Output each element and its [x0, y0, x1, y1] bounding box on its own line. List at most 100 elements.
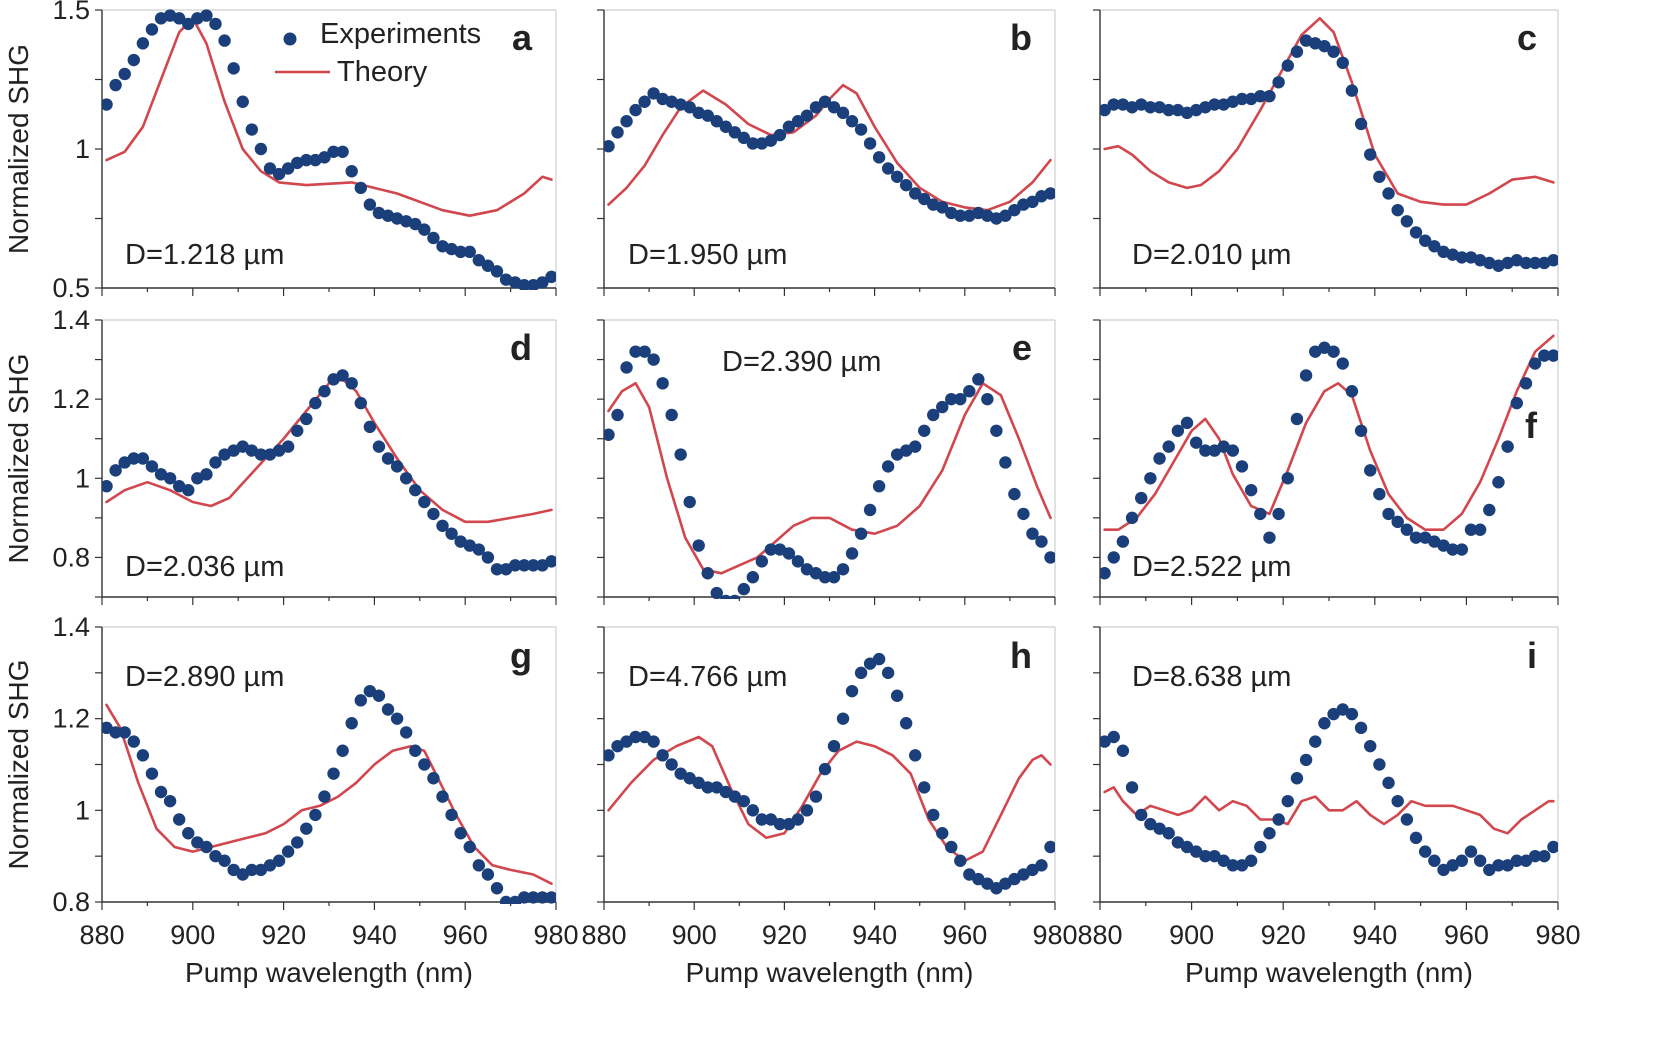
- experiment-point: [409, 483, 422, 497]
- x-tick-label: 920: [762, 920, 807, 950]
- experiment-point: [1409, 531, 1423, 544]
- experiment-point: [127, 53, 140, 67]
- experiment-point: [145, 460, 159, 473]
- experiment-point: [1208, 849, 1221, 863]
- experiment-point: [1492, 859, 1505, 872]
- experiment-point: [1162, 103, 1175, 117]
- experiment-point: [136, 37, 150, 50]
- experiment-point: [854, 123, 868, 136]
- experiment-point: [1409, 226, 1423, 239]
- x-tick-label: 940: [352, 920, 397, 950]
- experiment-point: [674, 448, 687, 461]
- panel-f: f D=2.522 µm: [1093, 319, 1559, 605]
- experiment-point: [629, 103, 642, 117]
- x-tick-label: 900: [170, 920, 215, 950]
- experiment-point: [281, 162, 295, 175]
- experiment-point: [399, 726, 413, 739]
- experiment-point: [1327, 707, 1340, 721]
- experiment-point: [1144, 101, 1157, 114]
- experiment-point: [136, 452, 150, 465]
- experiment-point: [990, 424, 1003, 437]
- experiment-point: [354, 396, 367, 410]
- experiment-point: [1017, 507, 1030, 521]
- x-tick-label: 920: [1261, 920, 1306, 950]
- experiment-point: [728, 594, 741, 599]
- experiment-point: [665, 408, 678, 422]
- experiment-point: [527, 559, 540, 572]
- experiment-point: [827, 739, 841, 753]
- experiment-point: [490, 882, 504, 895]
- experiment-point: [454, 245, 467, 259]
- y-tick-label: 1: [75, 463, 90, 493]
- experiment-point: [746, 571, 760, 584]
- experiment-point: [345, 377, 358, 390]
- y-axis-title: Normalized SHG: [3, 659, 34, 869]
- experiment-point: [1519, 854, 1533, 867]
- experiment-point: [200, 468, 213, 481]
- experiment-point: [227, 62, 240, 75]
- experiment-point: [656, 749, 669, 762]
- annotation-d: D=2.036 µm: [125, 551, 284, 583]
- experiment-point: [1171, 836, 1185, 849]
- experiment-point: [1044, 187, 1055, 200]
- experiment-point: [1547, 254, 1558, 267]
- experiment-point: [1189, 436, 1203, 449]
- experiment-point: [127, 735, 140, 748]
- experiment-point: [1510, 396, 1523, 410]
- experiment-point: [209, 17, 222, 31]
- panel-label: b: [1010, 17, 1032, 58]
- experiment-point: [1391, 794, 1404, 808]
- experiment-point: [1483, 503, 1496, 517]
- experiment-point: [791, 555, 805, 568]
- experiment-point: [936, 201, 949, 214]
- legend: Experiments Theory: [275, 18, 481, 88]
- experiment-point: [102, 480, 113, 493]
- panel-label: a: [512, 17, 533, 58]
- experiment-point: [1026, 195, 1039, 209]
- experiment-point: [737, 794, 751, 808]
- experiment-point: [1044, 551, 1055, 564]
- experiment-point: [701, 109, 714, 122]
- panel-label: g: [510, 635, 532, 676]
- experiment-point: [1290, 45, 1304, 58]
- y-tick-label: 1.2: [52, 384, 90, 414]
- experiment-point: [463, 245, 476, 259]
- experiment-point: [1538, 849, 1551, 863]
- experiment-point: [163, 472, 177, 485]
- experiment-point: [318, 385, 331, 398]
- experiment-point: [746, 137, 760, 150]
- experiment-point: [1107, 98, 1120, 111]
- experiment-point: [281, 845, 295, 858]
- experiment-point: [1035, 535, 1048, 548]
- experiment-point: [1382, 507, 1395, 521]
- experiment-point: [418, 758, 431, 771]
- experiment-point: [1199, 849, 1212, 863]
- experiment-point: [336, 744, 349, 757]
- experiment-point: [1299, 369, 1313, 382]
- experiment-point: [1226, 444, 1240, 457]
- experiment-point: [1290, 412, 1304, 426]
- experiment-point: [936, 827, 949, 840]
- x-tick-label: 880: [79, 920, 124, 950]
- experiment-point: [881, 460, 895, 473]
- plot-area: [1100, 16, 1558, 272]
- experiment-point: [1281, 794, 1294, 808]
- plot-area: [102, 369, 556, 576]
- experiment-point: [481, 868, 495, 881]
- y-tick-label: 1.4: [52, 612, 90, 642]
- experiment-point: [1364, 464, 1377, 477]
- experiment-point: [336, 145, 349, 158]
- experiment-point: [1244, 854, 1258, 867]
- experiment-point: [1336, 56, 1349, 70]
- experiment-point: [746, 804, 760, 817]
- experiment-point: [818, 762, 832, 776]
- experiment-point: [818, 95, 832, 108]
- experiment-point: [755, 555, 769, 568]
- experiment-point: [818, 571, 832, 584]
- experiment-point: [809, 101, 823, 114]
- experiment-point: [472, 859, 486, 872]
- y-axis-title: Normalized SHG: [3, 353, 34, 563]
- experiment-point: [1418, 845, 1432, 858]
- experiment-point: [1437, 863, 1450, 877]
- panel-a: 0.5 1 1.5 Normalized SHG a D=1.218 µm: [3, 0, 557, 303]
